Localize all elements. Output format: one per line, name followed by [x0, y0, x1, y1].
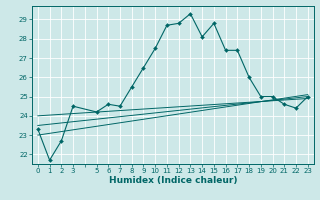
X-axis label: Humidex (Indice chaleur): Humidex (Indice chaleur): [108, 176, 237, 185]
